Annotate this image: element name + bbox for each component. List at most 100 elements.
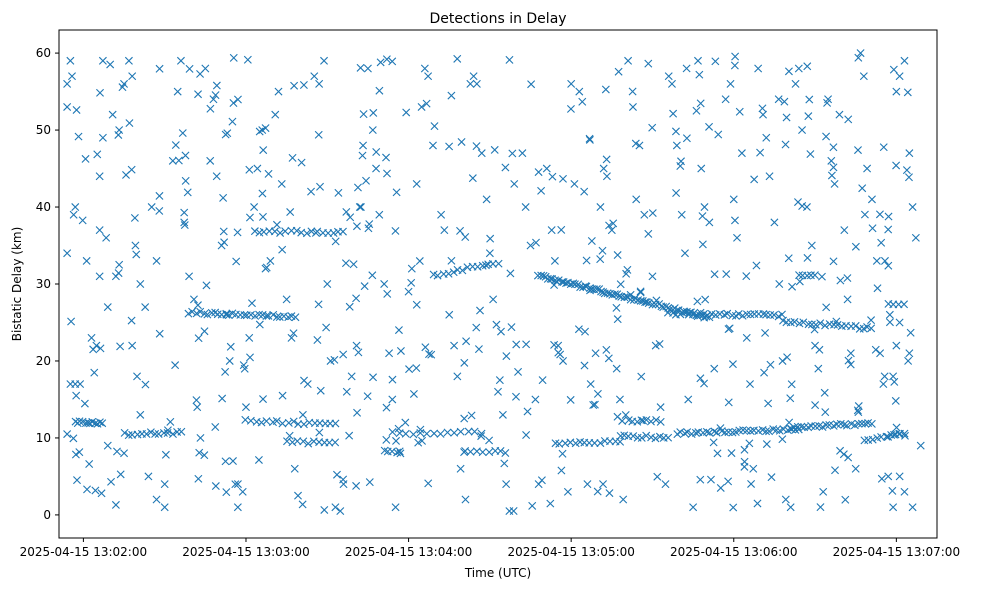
data-point-track-n <box>652 415 661 424</box>
data-point <box>695 70 704 79</box>
data-point <box>879 143 888 152</box>
data-point <box>786 503 795 512</box>
x-tick-label: 2025-04-15 13:07:00 <box>833 545 960 559</box>
data-point <box>661 480 670 489</box>
data-point <box>345 431 354 440</box>
data-point-track-m <box>642 431 651 440</box>
data-point <box>872 256 881 265</box>
data-point <box>884 472 893 481</box>
data-point <box>391 226 400 235</box>
data-point <box>684 395 693 404</box>
data-point <box>171 361 180 370</box>
data-point <box>836 276 845 285</box>
data-point <box>382 403 391 412</box>
data-point <box>908 503 917 512</box>
data-point <box>95 226 104 235</box>
plot-area <box>59 30 937 538</box>
data-point <box>742 272 751 281</box>
data-point <box>585 134 594 143</box>
data-point <box>74 132 83 141</box>
data-point <box>359 110 368 119</box>
data-point-track-g <box>388 447 397 456</box>
data-point-track-o <box>766 310 775 319</box>
data-point <box>226 342 235 351</box>
data-point <box>176 56 185 65</box>
data-point <box>183 188 192 197</box>
data-point <box>78 216 87 225</box>
data-point <box>764 399 773 408</box>
data-point-track-j <box>478 448 487 457</box>
data-point-track-o <box>742 310 751 319</box>
data-point <box>382 55 391 64</box>
data-point <box>352 481 361 490</box>
data-point <box>613 315 622 324</box>
data-point <box>546 499 555 508</box>
data-point <box>194 90 203 99</box>
data-point <box>856 49 865 58</box>
data-point-track-b <box>177 427 186 436</box>
data-point-track-r <box>867 419 876 428</box>
data-point <box>640 210 649 219</box>
data-point <box>496 327 505 336</box>
data-point <box>762 440 771 449</box>
data-point <box>698 212 707 221</box>
data-point <box>696 99 705 108</box>
data-point <box>827 171 836 180</box>
data-point <box>349 260 358 269</box>
data-point <box>807 241 816 250</box>
data-point-track-c <box>255 310 264 319</box>
data-point <box>122 170 131 179</box>
data-point <box>219 227 228 236</box>
data-point-track-k <box>642 297 651 306</box>
data-point <box>885 310 894 319</box>
data-point <box>83 485 92 494</box>
data-point-track-t <box>882 432 891 441</box>
data-point <box>794 64 803 73</box>
data-point-track-g <box>393 448 402 457</box>
data-point-track-k <box>539 271 548 280</box>
data-point <box>316 386 325 395</box>
data-point <box>447 91 456 100</box>
data-point <box>710 270 719 279</box>
data-point <box>676 162 685 170</box>
data-point <box>474 345 483 354</box>
data-point <box>388 395 397 404</box>
data-point <box>115 126 124 135</box>
data-point <box>128 341 137 350</box>
data-point <box>467 411 476 420</box>
data-point <box>880 256 889 265</box>
data-point-track-n <box>633 417 642 426</box>
data-point <box>672 141 681 150</box>
data-point <box>189 295 198 304</box>
data-point <box>228 117 237 126</box>
data-point <box>563 487 572 496</box>
data-point <box>245 333 254 342</box>
data-point <box>830 179 839 188</box>
data-point <box>232 257 241 266</box>
data-point <box>601 85 610 94</box>
data-point-track-k <box>562 279 571 288</box>
data-point <box>356 203 365 212</box>
data-point <box>760 368 769 377</box>
data-point <box>900 56 909 65</box>
data-point <box>313 335 322 344</box>
data-point <box>759 110 768 119</box>
data-point <box>904 173 913 182</box>
data-point <box>716 483 725 492</box>
data-point <box>730 61 739 70</box>
data-point <box>76 380 85 389</box>
data-point <box>353 183 362 192</box>
data-point <box>211 423 220 432</box>
data-point <box>632 195 641 204</box>
data-point <box>245 165 254 174</box>
data-point-track-q <box>790 317 799 326</box>
data-point <box>141 303 150 312</box>
data-point <box>332 470 341 479</box>
data-point-track-f <box>304 439 313 448</box>
data-point <box>877 474 886 483</box>
data-point <box>385 349 394 358</box>
data-point <box>264 169 273 178</box>
data-point <box>526 241 535 250</box>
data-point-track-h <box>409 430 418 439</box>
chart-title: Detections in Delay <box>429 11 566 27</box>
